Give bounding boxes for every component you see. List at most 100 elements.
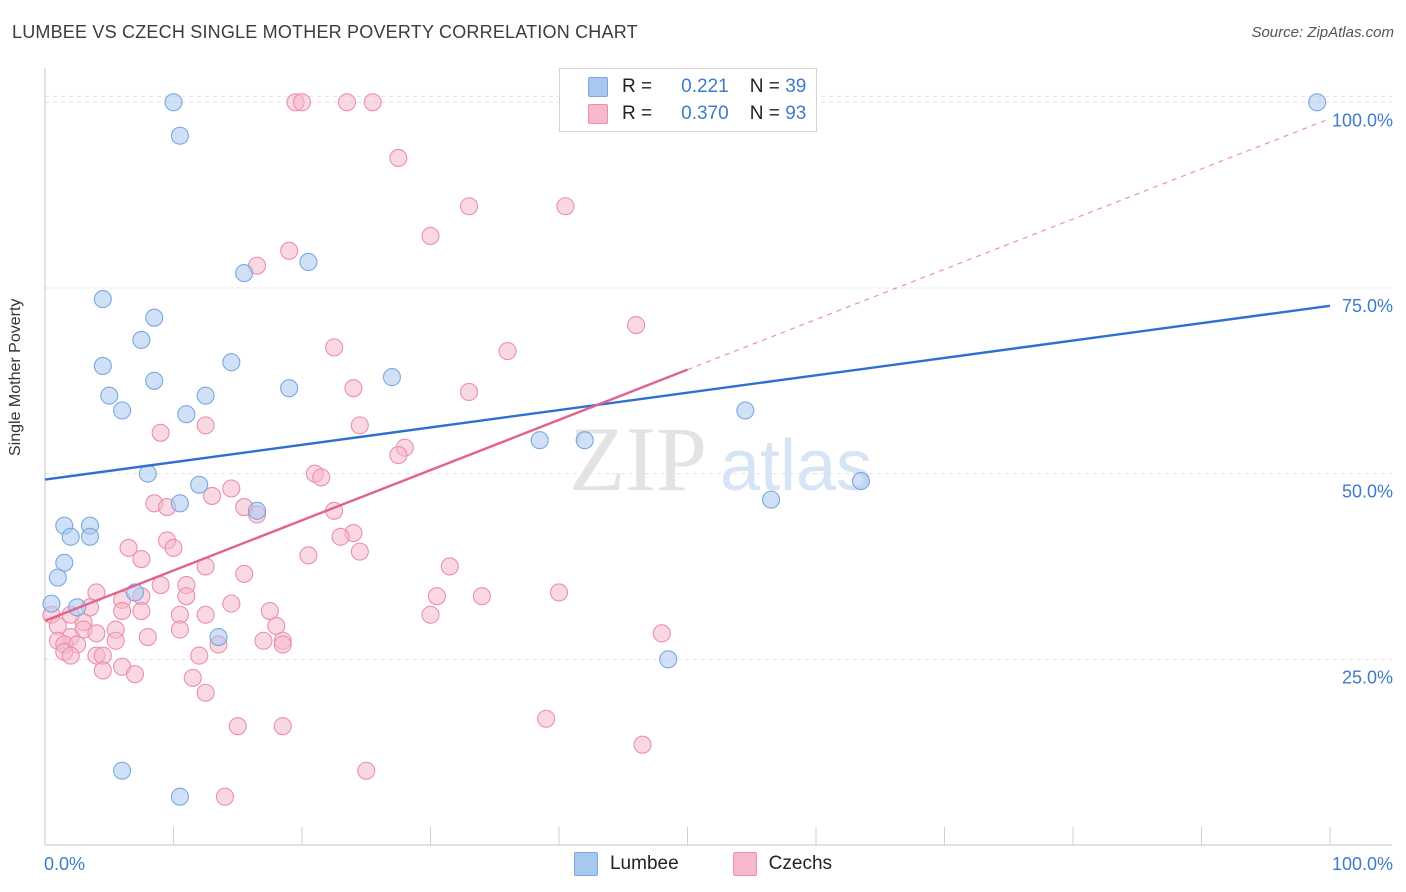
lumbee-point xyxy=(177,405,196,424)
lumbee-trend-line xyxy=(44,304,1331,481)
r-value: 0.370 xyxy=(681,103,729,124)
czech-point xyxy=(235,564,254,583)
czech-point xyxy=(549,583,569,602)
czech-point xyxy=(222,479,241,498)
tick-labels: 25.0% 50.0% 75.0% 100.0% 0.0% 100.0% xyxy=(44,110,1393,874)
czech-point xyxy=(350,542,369,561)
lumbee-point xyxy=(132,330,151,350)
czech-point xyxy=(215,787,234,806)
lumbee-points xyxy=(42,93,1327,806)
czech-trend-extension xyxy=(687,118,1331,371)
czech-point xyxy=(421,226,440,246)
lumbee-point xyxy=(761,490,781,509)
r-label: R = xyxy=(622,76,653,97)
r-label: R = xyxy=(622,103,653,124)
czech-point xyxy=(421,605,440,624)
lumbee-point xyxy=(170,494,189,513)
lumbee-point xyxy=(280,379,299,398)
lumbee-point xyxy=(80,527,100,546)
czech-point xyxy=(196,416,215,435)
n-label: N = xyxy=(749,76,780,97)
legend-label-czechs: Czechs xyxy=(768,853,833,874)
czech-points xyxy=(42,93,671,806)
lumbee-point xyxy=(530,431,549,450)
czech-point xyxy=(132,550,151,569)
czech-point xyxy=(228,717,247,736)
czech-point xyxy=(633,735,652,754)
czech-point xyxy=(183,668,202,687)
czech-point xyxy=(196,683,215,702)
lumbee-point xyxy=(170,787,189,806)
x-tick-label: 100.0% xyxy=(1332,854,1393,874)
lumbee-point xyxy=(113,761,132,780)
czech-point xyxy=(337,93,357,112)
lumbee-swatch xyxy=(573,852,598,876)
stats-legend: R = 0.221 N = 39 R = 0.370 N = 93 xyxy=(559,68,817,132)
lumbee-point xyxy=(382,368,402,387)
lumbee-point xyxy=(659,650,678,669)
lumbee-point xyxy=(164,93,183,112)
source-label: Source: ZipAtlas.com xyxy=(1251,24,1394,41)
czech-point xyxy=(119,538,138,557)
lumbee-point xyxy=(145,371,164,390)
lumbee-point xyxy=(1308,93,1327,112)
lumbee-point xyxy=(145,308,164,327)
legend-row-lumbee: R = 0.221 N = 39 xyxy=(588,74,806,100)
x-tick-label: 0.0% xyxy=(44,854,85,874)
czech-point xyxy=(537,709,556,728)
lumbee-point xyxy=(93,290,112,309)
czech-point xyxy=(280,241,299,260)
czech-point xyxy=(61,646,80,665)
czech-point xyxy=(427,587,446,606)
czech-point xyxy=(125,665,144,684)
czech-point xyxy=(389,446,408,465)
czech-point xyxy=(170,620,189,639)
watermark-atlas: atlas xyxy=(720,426,872,506)
czech-trend-line xyxy=(44,368,688,622)
lumbee-point xyxy=(736,401,755,420)
czech-point xyxy=(273,635,292,654)
lumbee-point xyxy=(235,264,254,283)
czech-point xyxy=(87,624,106,643)
czech-swatch xyxy=(732,852,757,876)
czech-point xyxy=(138,627,157,647)
lumbee-point xyxy=(209,627,228,647)
czech-point xyxy=(325,338,344,357)
legend-item-czechs: Czechs xyxy=(732,852,833,876)
lumbee-point xyxy=(190,475,209,494)
legend-row-czech: R = 0.370 N = 93 xyxy=(588,101,806,127)
lumbee-swatch xyxy=(588,77,608,97)
y-tick-label: 100.0% xyxy=(1332,110,1393,130)
czech-point xyxy=(113,601,132,621)
czech-point xyxy=(292,93,312,112)
legend-label-lumbee: Lumbee xyxy=(609,853,679,874)
lumbee-point xyxy=(851,472,871,491)
lumbee-point xyxy=(247,501,267,520)
czech-point xyxy=(350,416,369,435)
czech-point xyxy=(652,624,671,643)
czech-point xyxy=(331,527,350,546)
n-value: 93 xyxy=(785,103,807,124)
chart-title: LUMBEE VS CZECH SINGLE MOTHER POVERTY CO… xyxy=(12,22,638,42)
czech-point xyxy=(459,197,479,216)
lumbee-point xyxy=(48,568,67,587)
lumbee-point xyxy=(93,356,112,375)
czech-point xyxy=(556,197,575,216)
czech-point xyxy=(151,423,170,442)
czech-point xyxy=(190,646,209,665)
y-tick-label: 25.0% xyxy=(1342,667,1393,687)
watermark-zip: ZIP xyxy=(569,408,707,510)
czech-point xyxy=(106,631,125,650)
czech-swatch xyxy=(588,104,608,124)
series-legend: Lumbee Czechs xyxy=(0,852,1406,876)
czech-point xyxy=(196,605,215,624)
lumbee-point xyxy=(222,353,241,372)
czech-point xyxy=(440,557,459,576)
lumbee-point xyxy=(113,401,132,420)
czech-point xyxy=(164,538,183,557)
lumbee-point xyxy=(196,386,215,405)
czech-point xyxy=(273,717,292,736)
lumbee-point xyxy=(100,386,119,405)
czech-point xyxy=(344,379,363,398)
